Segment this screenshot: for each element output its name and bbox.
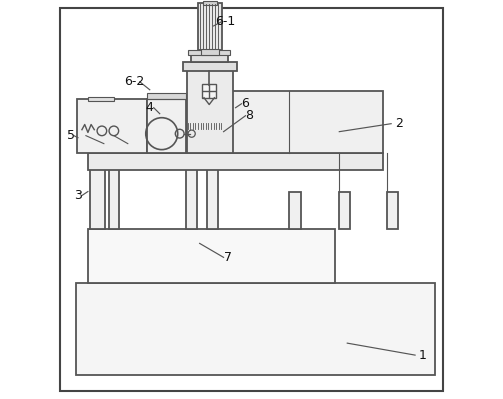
Bar — [90, 168, 105, 229]
Bar — [189, 50, 230, 55]
Bar — [187, 69, 233, 153]
Bar — [88, 97, 114, 101]
Bar — [202, 84, 216, 98]
Bar — [88, 229, 336, 283]
Bar — [340, 192, 351, 229]
Text: 4: 4 — [146, 101, 154, 114]
Bar — [147, 99, 186, 153]
Text: 7: 7 — [223, 251, 231, 264]
Bar — [387, 192, 398, 229]
Text: 6: 6 — [241, 97, 249, 110]
Text: 6-1: 6-1 — [215, 16, 236, 28]
Bar — [203, 1, 217, 5]
Bar — [76, 283, 435, 375]
Bar — [207, 168, 218, 229]
Bar — [227, 91, 383, 153]
Text: 2: 2 — [395, 117, 403, 130]
Text: 5: 5 — [67, 129, 75, 142]
Text: 3: 3 — [74, 189, 82, 202]
Bar — [77, 99, 147, 153]
Text: 6-2: 6-2 — [124, 75, 144, 88]
Text: 8: 8 — [245, 109, 254, 122]
Bar — [289, 192, 301, 229]
Bar — [201, 49, 219, 55]
Bar — [109, 168, 119, 229]
Bar — [186, 129, 225, 138]
Bar — [88, 153, 383, 170]
Bar — [198, 3, 222, 50]
Bar — [183, 62, 237, 71]
Bar — [186, 168, 197, 229]
Bar — [147, 93, 186, 99]
Bar — [191, 55, 227, 62]
Text: 1: 1 — [419, 349, 427, 361]
